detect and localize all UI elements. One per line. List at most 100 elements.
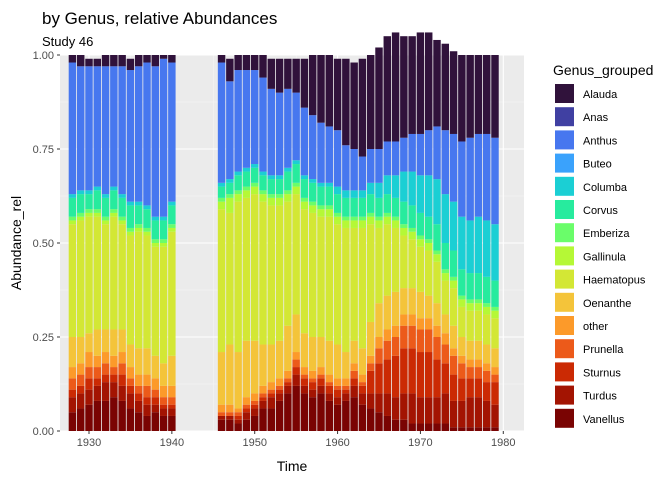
bar-segment-anthus-1965: [375, 149, 383, 183]
bar-segment-emberiza-1957: [308, 201, 317, 206]
bar-segment-sturnus-1976: [466, 378, 474, 398]
bar-segment-other-1973: [441, 333, 450, 345]
bar-segment-sturnus-1967: [391, 355, 400, 398]
bar-stack-1946: [217, 55, 226, 431]
bar-segment-haematopus-1934: [118, 224, 126, 330]
bar-segment-gallinula-1955: [292, 186, 300, 195]
bar-segment-anthus-1932: [101, 66, 110, 195]
bar-segment-gallinula-1954: [284, 194, 292, 202]
bar-segment-prunella-1964: [366, 363, 375, 371]
bar-segment-turdus-1935: [126, 393, 135, 409]
legend-key-oenanthe: [555, 292, 574, 312]
x-tick-label: 1940: [160, 437, 184, 449]
bar-segment-turdus-1966: [383, 393, 392, 416]
bar-segment-gallinula-1970: [416, 239, 425, 247]
bar-segment-turdus-1970: [416, 397, 425, 424]
stacked-bars: [68, 32, 499, 431]
bar-stack-1964: [366, 55, 375, 431]
bar-segment-vanellus-1936: [134, 412, 143, 431]
bar-segment-anthus-1956: [300, 107, 309, 176]
bar-segment-alauda-1936: [134, 55, 143, 67]
bar-segment-sturnus-1936: [134, 393, 143, 401]
bar-segment-gallinula-1958: [317, 209, 325, 217]
bar-segment-turdus-1939: [159, 408, 168, 416]
bar-segment-emberiza-1977: [474, 299, 483, 304]
bar-segment-gallinula-1931: [93, 212, 102, 217]
bar-segment-sturnus-1973: [441, 363, 450, 394]
bar-segment-emberiza-1974: [449, 276, 458, 281]
bar-stack-1970: [416, 32, 425, 431]
legend-key-haematopus: [555, 269, 574, 289]
bar-segment-corvus-1977: [474, 273, 483, 300]
bar-stack-1969: [408, 36, 416, 431]
bar-stack-1929: [76, 55, 85, 431]
bar-segment-alauda-1955: [292, 58, 300, 93]
bar-segment-other-1957: [308, 370, 317, 379]
bar-segment-turdus-1938: [151, 404, 160, 413]
bar-segment-emberiza-1969: [408, 227, 416, 232]
bar-segment-haematopus-1935: [126, 235, 135, 345]
bar-segment-haematopus-1940: [168, 231, 176, 356]
bar-segment-corvus-1928: [68, 197, 77, 217]
bar-segment-columba-1936: [134, 201, 143, 206]
bar-segment-haematopus-1946: [217, 209, 226, 353]
bar-segment-prunella-1971: [424, 329, 433, 353]
y-tick-label: 1.00: [33, 50, 54, 62]
bar-segment-prunella-1962: [350, 370, 358, 379]
bar-segment-alauda-1934: [118, 55, 126, 67]
bar-segment-sturnus-1950: [250, 404, 259, 409]
bar-segment-turdus-1930: [85, 389, 93, 405]
bar-segment-sturnus-1961: [342, 389, 350, 394]
bar-segment-oenanthe-1978: [482, 344, 491, 364]
bar-segment-oenanthe-1955: [292, 314, 300, 353]
bar-segment-sturnus-1955: [292, 367, 300, 375]
bar-segment-oenanthe-1969: [408, 288, 416, 315]
bar-segment-prunella-1970: [416, 329, 425, 353]
bar-segment-turdus-1967: [391, 397, 400, 420]
bar-segment-other-1961: [342, 378, 350, 386]
legend-key-other: [555, 316, 574, 335]
bar-segment-sturnus-1930: [85, 378, 93, 390]
bar-segment-haematopus-1969: [408, 239, 416, 289]
bar-segment-haematopus-1977: [474, 310, 483, 341]
bar-segment-gallinula-1936: [134, 227, 143, 232]
bar-segment-corvus-1958: [317, 186, 325, 206]
bar-segment-alauda-1961: [342, 58, 350, 146]
bar-segment-emberiza-1955: [292, 182, 300, 187]
bar-segment-vanellus-1971: [424, 423, 433, 431]
bar-segment-columba-1928: [68, 194, 77, 198]
bar-stack-1937: [143, 55, 151, 431]
bar-segment-vanellus-1946: [217, 419, 226, 431]
bar-segment-turdus-1947: [226, 415, 234, 420]
bar-segment-vanellus-1938: [151, 412, 160, 431]
bar-segment-turdus-1954: [284, 385, 292, 394]
bar-segment-corvus-1965: [375, 197, 383, 217]
bar-segment-corvus-1940: [168, 205, 176, 225]
bar-segment-oenanthe-1930: [85, 333, 93, 353]
bar-segment-anthus-1979: [491, 137, 499, 225]
bar-segment-emberiza-1960: [333, 212, 342, 217]
bar-segment-turdus-1951: [259, 400, 267, 409]
bar-segment-turdus-1965: [375, 393, 383, 413]
bar-segment-turdus-1934: [118, 385, 126, 401]
bar-segment-gallinula-1928: [68, 220, 77, 225]
bar-segment-emberiza-1971: [424, 239, 433, 243]
bar-segment-emberiza-1966: [383, 212, 392, 217]
bar-segment-haematopus-1972: [433, 261, 441, 304]
legend-title: Genus_grouped: [553, 62, 653, 78]
bar-segment-gallinula-1952: [267, 197, 276, 206]
bar-segment-sturnus-1933: [110, 374, 118, 383]
bar-segment-sturnus-1931: [93, 378, 102, 386]
bar-segment-oenanthe-1966: [383, 295, 392, 330]
bar-segment-sturnus-1974: [449, 374, 458, 401]
bar-segment-other-1953: [275, 378, 284, 386]
bar-segment-turdus-1932: [101, 382, 110, 401]
bar-segment-oenanthe-1963: [358, 348, 367, 375]
bar-segment-vanellus-1940: [168, 415, 176, 431]
y-axis-title: Abundance_rel: [8, 196, 24, 290]
bar-stack-1928: [68, 55, 77, 431]
bar-segment-emberiza-1967: [391, 216, 400, 221]
bar-segment-sturnus-1929: [76, 385, 85, 394]
bar-segment-anthus-1971: [424, 130, 433, 176]
bar-segment-other-1959: [325, 374, 334, 383]
